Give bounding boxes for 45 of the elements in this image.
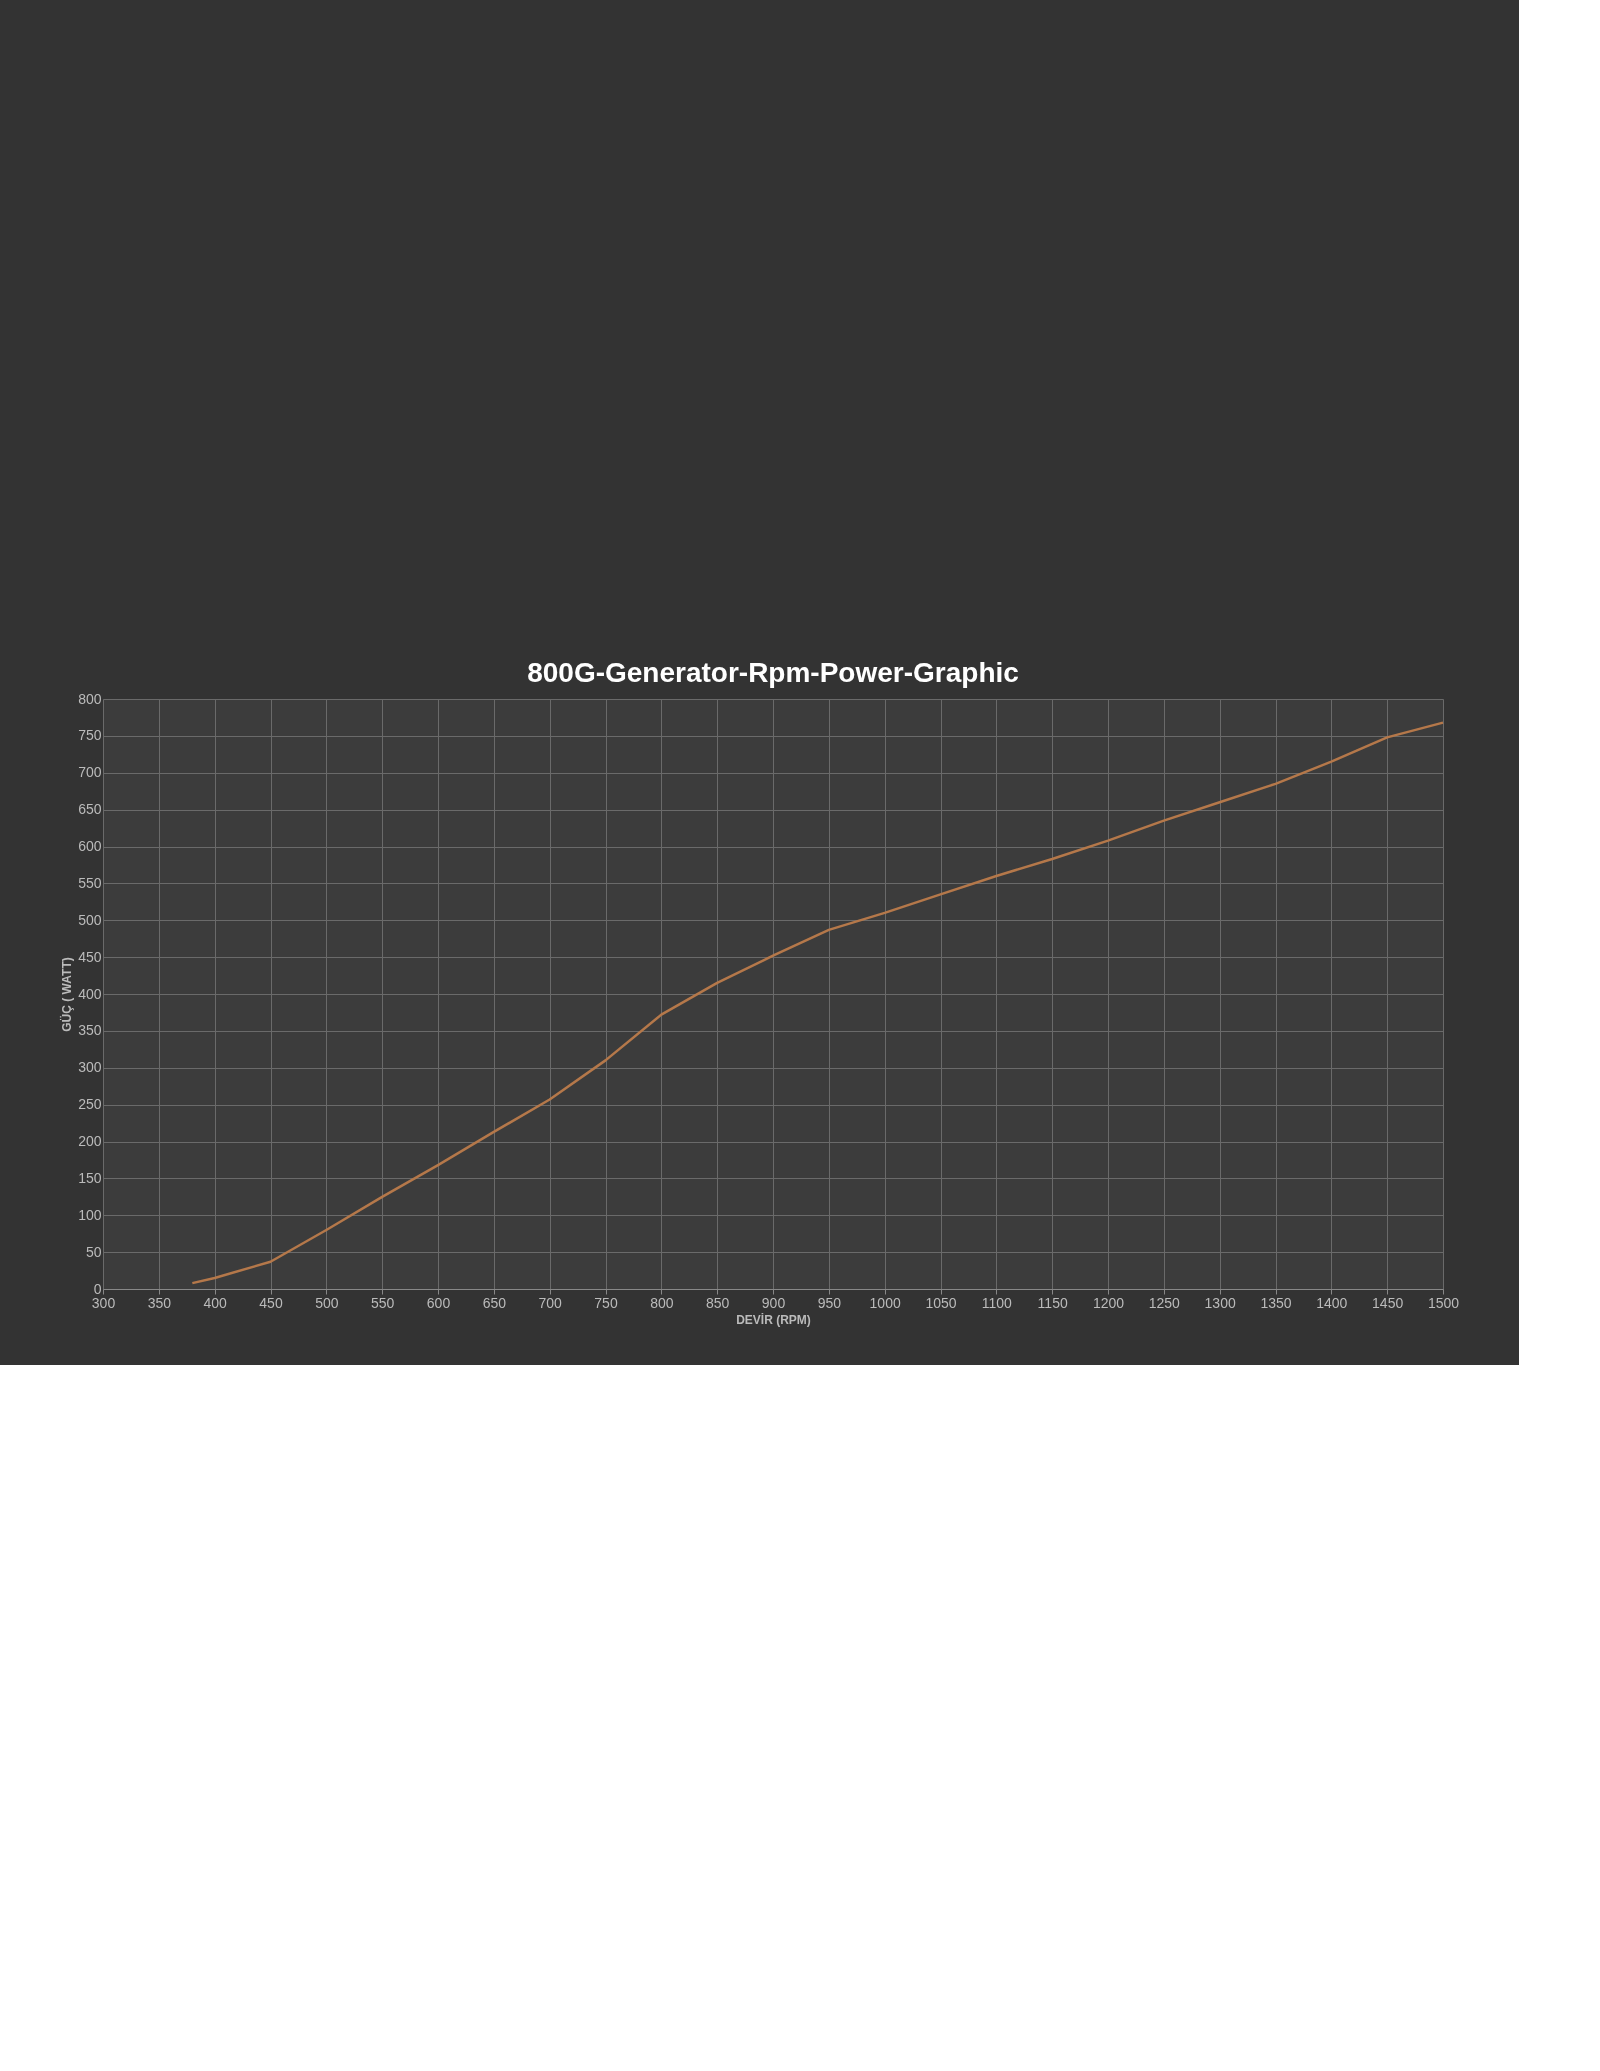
y-tick-label: 650 — [78, 801, 102, 818]
x-tick-label: 800 — [650, 1294, 674, 1311]
x-axis-title: DEVİR (RPM) — [736, 1311, 811, 1327]
y-tick-label: 600 — [78, 838, 102, 854]
y-tick-label: 350 — [78, 1022, 102, 1039]
x-tick-label: 1100 — [981, 1294, 1013, 1311]
y-tick-label: 800 — [78, 690, 102, 707]
x-tick-label: 850 — [705, 1294, 730, 1311]
y-tick-label: 0 — [93, 1280, 102, 1297]
x-tick-label: 1400 — [1316, 1294, 1348, 1311]
x-tick-label: 1450 — [1372, 1294, 1404, 1311]
x-tick-label: 350 — [147, 1294, 172, 1311]
x-tick-label: 1150 — [1037, 1294, 1068, 1311]
x-tick-label: 600 — [426, 1294, 451, 1311]
x-tick-label: 1500 — [1427, 1294, 1460, 1311]
x-tick-label: 650 — [482, 1294, 507, 1311]
x-tick-label: 1000 — [869, 1294, 901, 1311]
y-tick-label: 50 — [85, 1243, 102, 1260]
x-tick-label: 1300 — [1204, 1294, 1236, 1311]
line-series — [191, 721, 1445, 1285]
y-tick-label: 200 — [78, 1133, 102, 1149]
y-tick-label: 100 — [78, 1206, 102, 1223]
x-tick-label: 1250 — [1148, 1294, 1181, 1311]
y-tick-label: 750 — [78, 727, 102, 744]
y-tick-label: 450 — [78, 948, 102, 965]
x-tick-label: 700 — [538, 1294, 563, 1311]
x-tick-label: 1050 — [925, 1294, 957, 1311]
y-tick-label: 400 — [78, 985, 102, 1002]
x-tick-label: 450 — [259, 1294, 283, 1311]
x-tick-label: 750 — [594, 1294, 618, 1311]
y-tick-label: 250 — [78, 1096, 102, 1113]
y-tick-label: 550 — [78, 874, 102, 891]
x-tick-label: 500 — [315, 1294, 339, 1311]
y-axis-title: GÜÇ ( WATT) — [59, 957, 75, 1032]
x-tick-label: 1350 — [1260, 1294, 1292, 1311]
x-tick-label: 900 — [761, 1294, 786, 1311]
y-tick-label: 150 — [78, 1169, 102, 1186]
y-tick-label: 700 — [78, 764, 102, 781]
x-tick-label: 1200 — [1092, 1294, 1125, 1311]
y-tick-label: 300 — [78, 1059, 102, 1076]
x-tick-label: 400 — [203, 1294, 228, 1311]
y-tick-label: 500 — [78, 911, 102, 928]
x-tick-label: 550 — [370, 1294, 395, 1311]
x-tick-label: 950 — [817, 1294, 842, 1311]
chart-title: 800G-Generator-Rpm-Power-Graphic — [527, 657, 1019, 688]
